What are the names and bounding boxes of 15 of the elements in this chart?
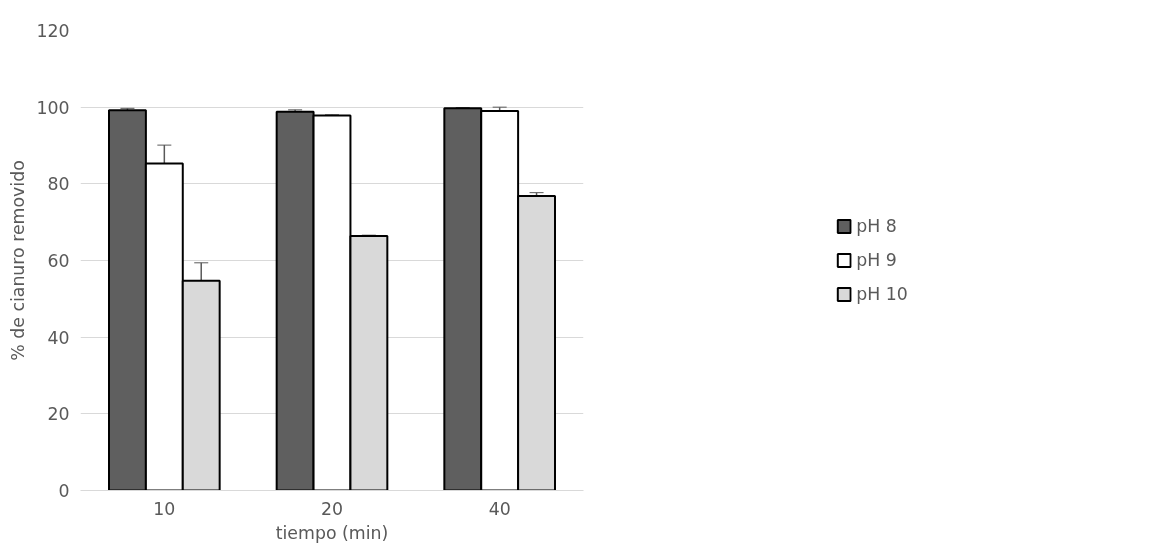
y-tick-label: 80	[47, 174, 70, 195]
y-tick-label: 40	[47, 327, 70, 348]
x-tick-label: 20	[320, 498, 344, 519]
legend-label: pH 10	[856, 284, 908, 304]
y-tick-label: 20	[47, 404, 70, 425]
y-axis-title: % de cianuro removido	[8, 160, 29, 361]
y-tick-label: 0	[58, 481, 70, 501]
legend-label: pH 9	[856, 250, 897, 270]
y-tick-label: 60	[47, 251, 70, 271]
y-tick-label: 100	[36, 97, 70, 118]
x-tick-label: 40	[488, 498, 511, 519]
y-tick-label: 120	[36, 21, 70, 41]
x-axis-title: tiempo (min)	[275, 522, 389, 543]
x-tick-label: 10	[153, 498, 176, 519]
legend-label: pH 8	[856, 216, 897, 236]
